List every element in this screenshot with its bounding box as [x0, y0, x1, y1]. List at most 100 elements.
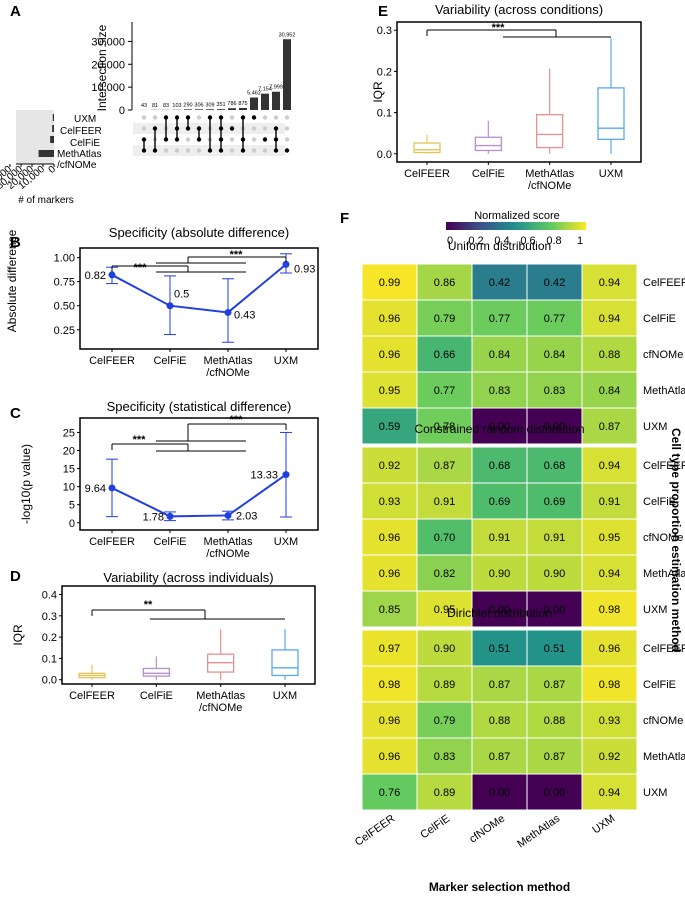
- heatmap-cell: [471, 590, 528, 628]
- upset-matrix-dot: [229, 115, 235, 120]
- heatmap-cell-value: 0.69: [544, 496, 565, 508]
- E-box: [474, 136, 502, 152]
- heatmap-cell: [581, 554, 638, 592]
- B-value-label: 0.5: [174, 289, 189, 301]
- heatmap-cell: [416, 371, 473, 409]
- D-y-tick-label: 0.4: [42, 590, 57, 602]
- E-x-tick-label: UXM: [599, 168, 623, 180]
- upset-bar-label: 5,462: [247, 91, 261, 97]
- heatmap-cell: [581, 590, 638, 628]
- heatmap-cell: [416, 701, 473, 739]
- heatmap-cell-value: 0.83: [434, 751, 455, 763]
- upset-matrix-dot: [284, 148, 290, 153]
- heatmap-cell: [416, 629, 473, 667]
- C-sig-label: ***: [230, 414, 244, 426]
- heatmap-cell: [581, 629, 638, 667]
- D-sig-label: **: [144, 599, 153, 611]
- heatmap-cell-value: 0.95: [434, 604, 455, 616]
- C-x-tick-label: /cfNOMe: [206, 548, 249, 560]
- panel-label-e: E: [378, 3, 388, 20]
- heatmap-cell: [361, 371, 418, 409]
- heatmap-cell: [416, 263, 473, 301]
- C-point: [282, 471, 290, 479]
- heatmap-row-label: UXM: [643, 421, 667, 433]
- heatmap-y-axis-label: Cell type proportion estimation method: [669, 428, 683, 652]
- upset-bar-label: 103: [172, 103, 181, 109]
- B-y-tick-label: 0.50: [54, 301, 75, 313]
- heatmap-cell: [581, 773, 638, 811]
- heatmap-cell-value: 0.99: [379, 277, 400, 289]
- heatmap-cell: [526, 665, 583, 703]
- C-title: Specificity (statistical difference): [107, 399, 292, 414]
- upset-matrix-dot: [251, 148, 257, 153]
- heatmap-cell-value: 0.90: [489, 568, 510, 580]
- upset-bar-label: 306: [194, 102, 203, 108]
- heatmap-cell: [471, 371, 528, 409]
- heatmap-cell: [416, 407, 473, 445]
- heatmap-cell-value: 0.51: [544, 643, 565, 655]
- colorbar-tick-label: 0.2: [468, 235, 483, 247]
- B-x-tick-label: UXM: [274, 355, 298, 367]
- heatmap-col-label: CelFEER: [353, 813, 397, 849]
- heatmap-cell: [526, 263, 583, 301]
- C-x-tick-label: CelFEER: [89, 536, 135, 548]
- B-value-label: 0.82: [85, 270, 106, 282]
- heatmap-row-label: CelFiE: [643, 679, 676, 691]
- upset-matrix-dot: [262, 148, 268, 153]
- D-y-axis-label: IQR: [11, 624, 25, 646]
- heatmap-cell: [526, 371, 583, 409]
- heatmap-cell: [471, 518, 528, 556]
- B-point: [224, 308, 232, 316]
- upset-y-tick-label: 20,000: [91, 59, 125, 71]
- upset-matrix-dot: [152, 115, 158, 120]
- B-value-label: 0.43: [234, 309, 255, 321]
- C-y-tick-label: 0: [69, 518, 75, 530]
- D-y-tick-label: 0.1: [42, 653, 57, 665]
- heatmap-cell-value: 0.78: [434, 421, 455, 433]
- upset-set-name: CelFEER: [60, 126, 102, 137]
- panel-label-f: F: [340, 210, 349, 227]
- upset-bar: [250, 97, 258, 110]
- heatmap-cell: [416, 665, 473, 703]
- heatmap-cell-value: 0.96: [379, 349, 400, 361]
- heatmap-cell: [581, 299, 638, 337]
- colorbar: [446, 222, 586, 230]
- heatmap-cell-value: 0.00: [489, 787, 510, 799]
- heatmap-cell-value: 0.91: [544, 532, 565, 544]
- heatmap-cell: [526, 773, 583, 811]
- colorbar-tick-label: 1: [577, 235, 583, 247]
- heatmap-cell: [581, 335, 638, 373]
- heatmap-cell: [416, 590, 473, 628]
- D-y-tick-label: 0.0: [42, 675, 57, 687]
- C-y-tick-label: 20: [63, 446, 75, 458]
- heatmap-cell-value: 0.59: [379, 421, 400, 433]
- heatmap-cell: [526, 518, 583, 556]
- heatmap-cell-value: 0.94: [599, 460, 620, 472]
- heatmap-cell: [471, 335, 528, 373]
- upset-bar-label: 7,999: [269, 85, 283, 91]
- panel-label-d: D: [10, 568, 21, 585]
- heatmap-cell-value: 0.87: [434, 460, 455, 472]
- B-x-tick-label: MethAtlas: [204, 355, 253, 367]
- heatmap-cell-value: 0.77: [434, 385, 455, 397]
- heatmap-cell: [526, 482, 583, 520]
- heatmap-cell: [526, 446, 583, 484]
- heatmap-cell: [416, 773, 473, 811]
- heatmap-cell: [581, 518, 638, 556]
- heatmap-cell-value: 0.00: [489, 421, 510, 433]
- B-value-label: 0.93: [294, 263, 315, 275]
- upset-matrix-dot: [251, 115, 257, 120]
- heatmap-cell-value: 0.77: [489, 313, 510, 325]
- D-plot-frame: [61, 585, 316, 685]
- upset-matrix-dot: [141, 126, 147, 131]
- heatmap-cell-value: 0.84: [489, 349, 510, 361]
- heatmap-row-label: CelFEER: [643, 460, 685, 472]
- heatmap-cell-value: 0.00: [544, 787, 565, 799]
- heatmap-cell: [416, 737, 473, 775]
- heatmap-col-label: UXM: [590, 813, 617, 837]
- upset-matrix-dot: [273, 115, 279, 120]
- heatmap-cell-value: 0.89: [434, 679, 455, 691]
- upset-matrix-dot: [229, 148, 235, 153]
- B-sig-label: ***: [230, 249, 244, 261]
